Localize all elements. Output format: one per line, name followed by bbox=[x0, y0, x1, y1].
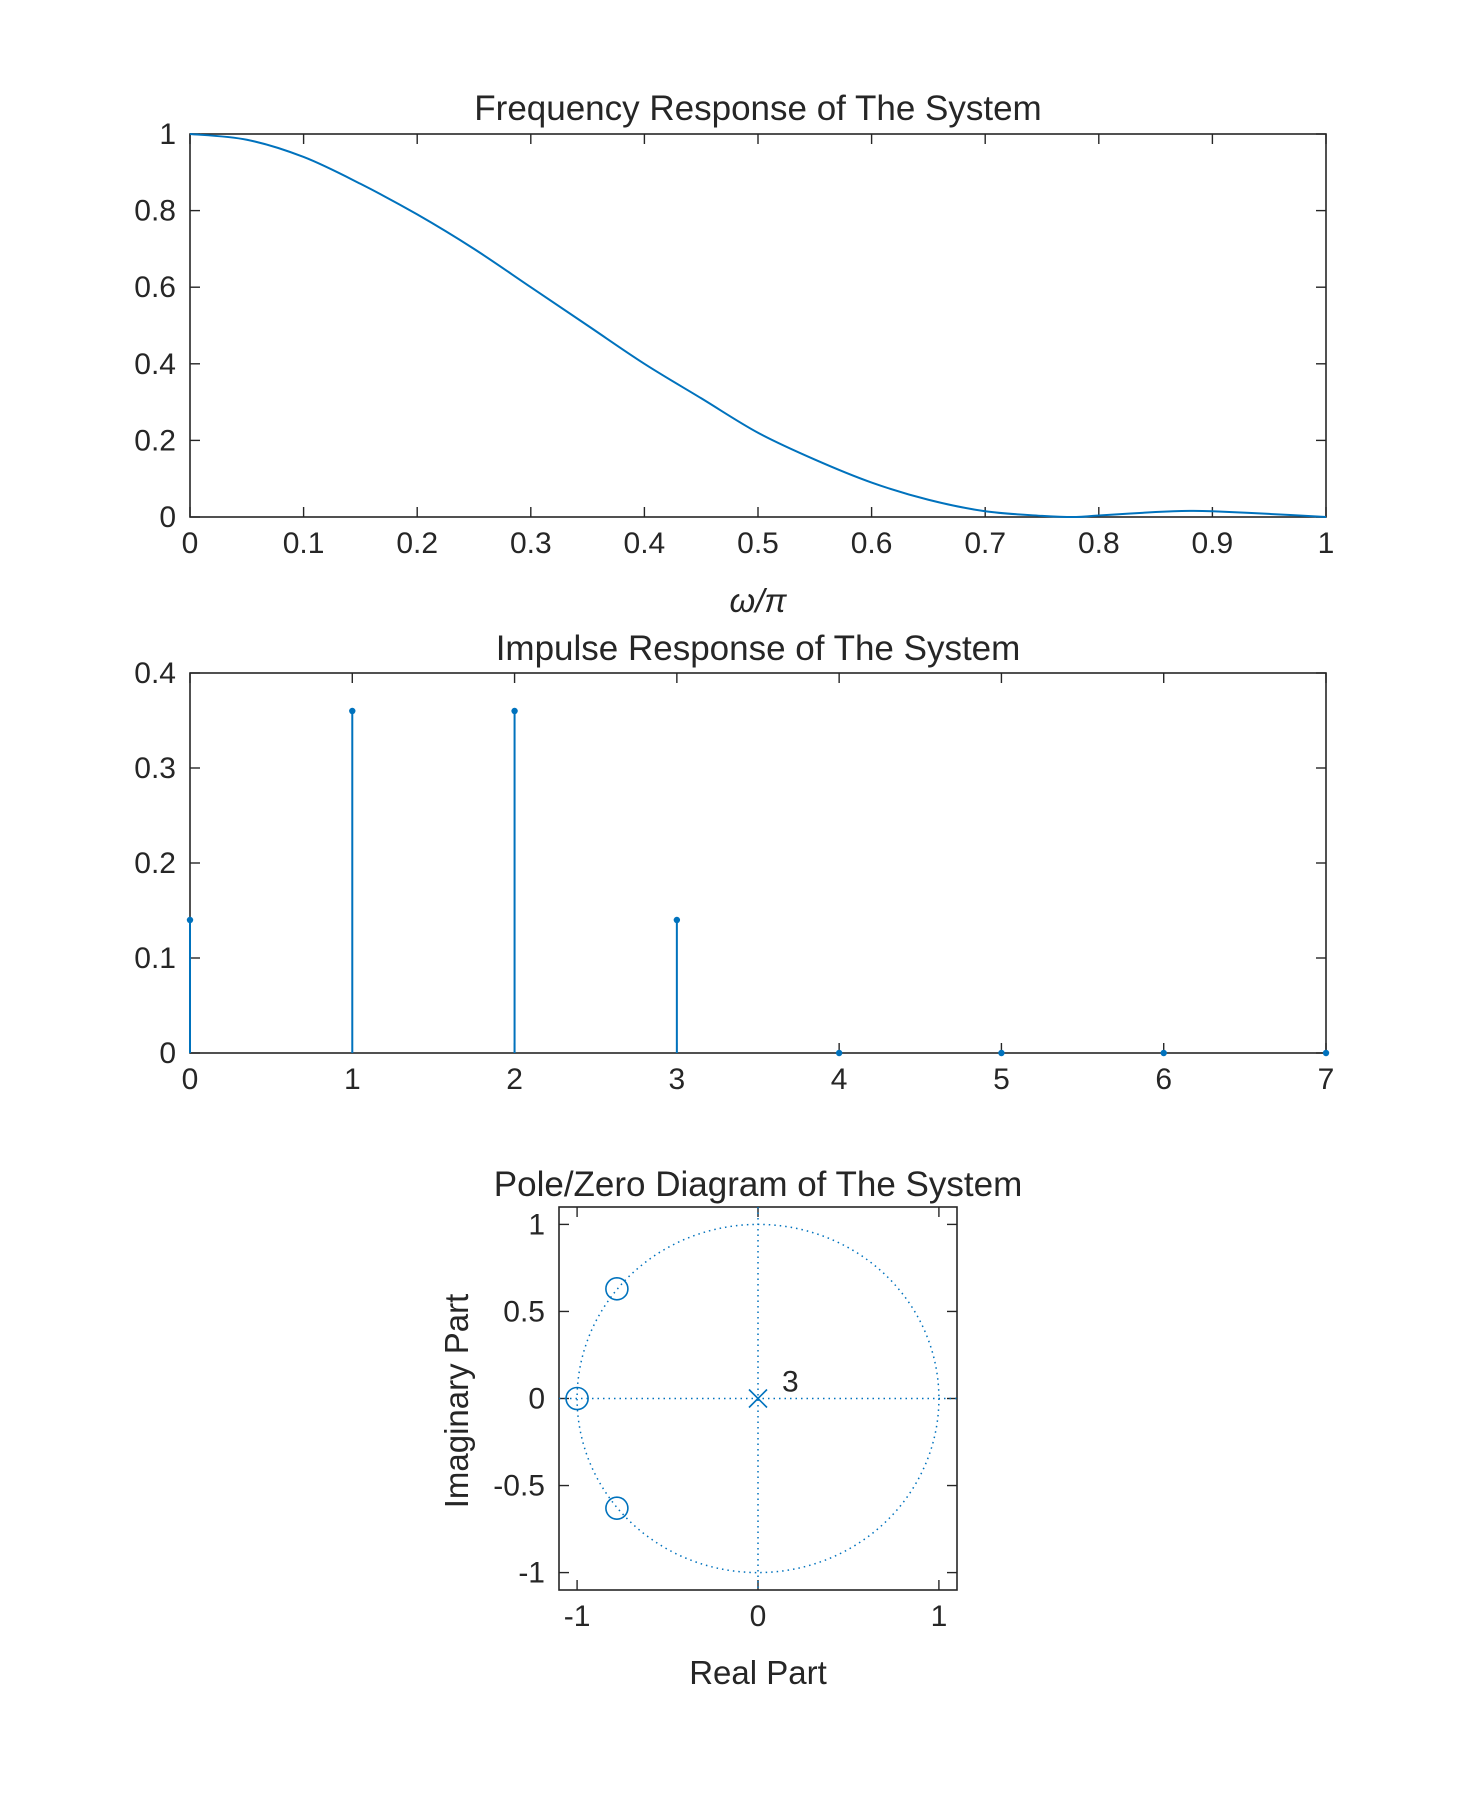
impulse-response-stem-point bbox=[1322, 1049, 1330, 1057]
impulse-response-ytick-label: 0.1 bbox=[134, 942, 176, 975]
frequency-response-xtick-label: 0.8 bbox=[1078, 527, 1120, 560]
frequency-response-ytick-label: 0.2 bbox=[134, 424, 176, 457]
pole-zero-ylabel: Imaginary Part bbox=[438, 1294, 475, 1509]
impulse-response-ytick-label: 0.3 bbox=[134, 752, 176, 785]
impulse-response-stem-point bbox=[1160, 1049, 1167, 1057]
impulse-response-xtick-label: 5 bbox=[993, 1063, 1010, 1096]
frequency-response-plot-area: 0 0.1 0.2 0.3 0.4 0.5 0.6 0.7 0.8 0.9 1 0 0.2 0.4 0.6 0… bbox=[134, 118, 1334, 560]
frequency-response-xtick-label: 0.7 bbox=[964, 527, 1006, 560]
impulse-response-xtick-label: 4 bbox=[831, 1063, 848, 1096]
frequency-response-panel: Frequency Response of The System 0 0.1 0.2… bbox=[134, 89, 1334, 619]
impulse-response-axes-box bbox=[189, 672, 1327, 1054]
pole-zero-ytick-label: -1 bbox=[518, 1557, 545, 1590]
pole-zero-zero-marker bbox=[605, 1496, 629, 1520]
pole-zero-ytick-label: 1 bbox=[528, 1208, 545, 1241]
frequency-response-ytick-label: 0.6 bbox=[134, 271, 176, 304]
impulse-response-ytick-label: 0.4 bbox=[134, 657, 176, 690]
impulse-response-stem-point bbox=[998, 1049, 1005, 1057]
pole-zero-ytick-label: 0 bbox=[528, 1383, 545, 1416]
impulse-response-ytick-label: 0 bbox=[159, 1037, 176, 1070]
impulse-response-xtick-label: 1 bbox=[344, 1063, 361, 1096]
impulse-response-stem-point bbox=[673, 916, 681, 924]
pole-zero-zero-marker bbox=[605, 1277, 629, 1301]
pole-zero-title: Pole/Zero Diagram of The System bbox=[494, 1165, 1022, 1204]
impulse-response-stem-point bbox=[835, 1049, 843, 1057]
pole-zero-xtick-label: -1 bbox=[564, 1600, 591, 1633]
impulse-response-xtick-label: 3 bbox=[669, 1063, 686, 1096]
frequency-response-series-line bbox=[189, 133, 1327, 519]
pole-zero-xlabel: Real Part bbox=[689, 1654, 827, 1691]
pole-zero-multiplicity-label: 3 bbox=[782, 1366, 799, 1399]
frequency-response-axes-box bbox=[189, 133, 1327, 518]
impulse-response-xtick-label: 0 bbox=[182, 1063, 199, 1096]
frequency-response-ytick-label: 0 bbox=[159, 501, 176, 534]
impulse-response-stem-point bbox=[186, 916, 194, 924]
impulse-response-title: Impulse Response of The System bbox=[496, 629, 1021, 668]
impulse-response-panel: Impulse Response of The System 0 1 2 3 4 5 6 70… bbox=[134, 629, 1334, 1096]
frequency-response-ytick-label: 0.8 bbox=[134, 195, 176, 228]
pole-zero-xtick-label: 0 bbox=[750, 1600, 767, 1633]
frequency-response-xtick-label: 0.6 bbox=[851, 527, 893, 560]
impulse-response-xtick-label: 7 bbox=[1318, 1063, 1335, 1096]
frequency-response-xtick-label: 0 bbox=[182, 527, 199, 560]
frequency-response-xtick-label: 0.1 bbox=[283, 527, 325, 560]
pole-zero-xtick-label: 1 bbox=[931, 1600, 948, 1633]
frequency-response-xtick-label: 1 bbox=[1318, 527, 1335, 560]
impulse-response-plot-area: 0 1 2 3 4 5 6 7 0 0.1 0.2 0.3 0.4 bbox=[134, 657, 1334, 1096]
pole-zero-panel: Pole/Zero Diagram of The System -1 0 1 -1 -0… bbox=[438, 1165, 1022, 1691]
frequency-response-xtick-label: 0.4 bbox=[624, 527, 666, 560]
frequency-response-xlabel: ω/π bbox=[730, 582, 788, 619]
pole-zero-ytick-label: -0.5 bbox=[493, 1470, 545, 1503]
frequency-response-xtick-label: 0.9 bbox=[1192, 527, 1234, 560]
impulse-response-stem-point bbox=[349, 707, 356, 715]
frequency-response-xtick-label: 0.5 bbox=[737, 527, 779, 560]
impulse-response-stem-point bbox=[511, 707, 518, 715]
impulse-response-xtick-label: 6 bbox=[1155, 1063, 1172, 1096]
pole-zero-plot-area: -1 0 1 -1 -0.5 0 0.5 1 3 bbox=[493, 1206, 958, 1633]
frequency-response-xtick-label: 0.2 bbox=[396, 527, 438, 560]
impulse-response-ytick-label: 0.2 bbox=[134, 847, 176, 880]
frequency-response-ytick-label: 1 bbox=[159, 118, 176, 151]
frequency-response-ytick-label: 0.4 bbox=[134, 348, 176, 381]
frequency-response-xtick-label: 0.3 bbox=[510, 527, 552, 560]
pole-zero-pole-marker bbox=[748, 1388, 768, 1409]
pole-zero-zero-marker bbox=[565, 1386, 589, 1411]
impulse-response-xtick-label: 2 bbox=[506, 1063, 523, 1096]
pole-zero-ytick-label: 0.5 bbox=[503, 1295, 545, 1328]
frequency-response-title: Frequency Response of The System bbox=[474, 89, 1041, 128]
